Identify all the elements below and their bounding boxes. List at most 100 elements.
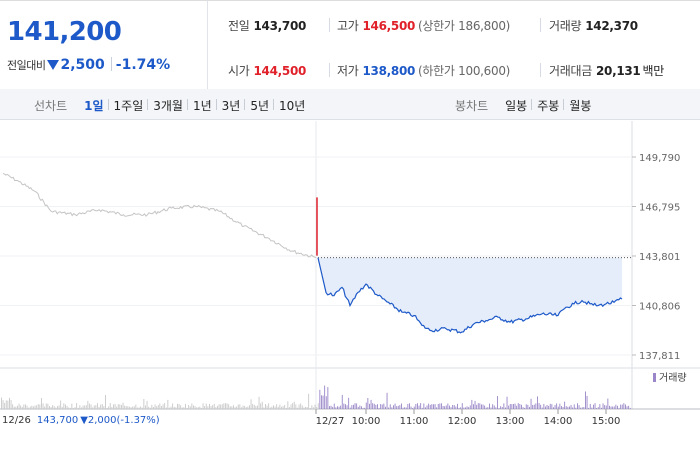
volume-bar: [410, 406, 412, 409]
candle-monthly-tab[interactable]: 월봉: [563, 97, 596, 114]
volume-bar: [39, 404, 41, 409]
volume-bar: [250, 399, 252, 409]
volume-bar: [265, 404, 266, 409]
volume-bar: [562, 407, 564, 409]
y-tick-label: 137,811: [639, 351, 680, 362]
candle-daily-tab[interactable]: 일봉: [505, 99, 528, 113]
volume-bar: [316, 407, 318, 409]
volume-bar: [217, 405, 218, 409]
volume-bar: [489, 403, 490, 409]
change-percent: -1.74%: [115, 57, 171, 73]
volume-bar: [202, 403, 204, 409]
stat-label: 거래량: [549, 19, 582, 33]
change-row: 전일대비 2,500 -1.74%: [7, 54, 170, 73]
volume-bar: [391, 407, 393, 409]
volume-bar: [577, 403, 578, 409]
volume-bar: [153, 407, 154, 409]
volume-bar: [516, 405, 518, 409]
volume-bar: [457, 403, 458, 409]
volume-bar: [287, 401, 289, 409]
volume-bar: [301, 405, 303, 409]
period-10y-tab[interactable]: 10년: [273, 97, 310, 114]
period-1y-tab[interactable]: 1년: [186, 97, 217, 114]
volume-bar: [354, 403, 356, 409]
volume-bar: [378, 407, 380, 409]
volume-bar: [92, 407, 94, 409]
volume-bar: [335, 407, 337, 409]
period-5y-tab[interactable]: 5년: [244, 97, 274, 114]
today-price-line: [317, 257, 623, 334]
volume-bar: [404, 407, 406, 409]
volume-bar: [564, 401, 566, 409]
volume-bar: [460, 407, 462, 409]
stat-label: 거래대금: [549, 64, 592, 78]
volume-bar: [553, 407, 554, 409]
volume-bar: [501, 407, 503, 409]
volume-bar: [257, 405, 258, 409]
volume-bar: [388, 407, 390, 409]
volume-bar: [498, 408, 500, 409]
volume-bar: [625, 404, 626, 409]
volume-bar: [474, 400, 476, 409]
volume-bar: [209, 403, 210, 409]
volume-bar: [274, 406, 276, 409]
volume-bar: [58, 405, 60, 409]
volume-bar: [157, 405, 159, 409]
volume-bar: [50, 407, 52, 409]
volume-bar: [407, 403, 409, 409]
stat-divider: [540, 18, 541, 32]
volume-bar: [68, 407, 70, 409]
prev-day-date: 12/26: [2, 415, 31, 426]
period-1d-tab[interactable]: 1일: [84, 99, 104, 113]
volume-bar: [356, 403, 358, 409]
period-3m-tab[interactable]: 3개월: [147, 97, 188, 114]
volume-bar: [399, 405, 401, 409]
volume-bar: [513, 404, 514, 409]
stat-low: 저가 138,800 (하한가 100,600): [337, 62, 510, 79]
volume-bar: [245, 407, 247, 409]
volume-bar: [290, 404, 292, 409]
volume-bar: [533, 404, 535, 409]
volume-bar: [25, 404, 26, 409]
volume-bar: [375, 404, 377, 409]
volume-bar: [63, 403, 65, 409]
volume-bar: [626, 406, 628, 409]
period-3y-tab[interactable]: 3년: [215, 97, 246, 114]
candle-weekly-tab[interactable]: 주봉: [531, 97, 564, 114]
x-tick-label: 13:00: [496, 416, 525, 427]
volume-bar: [602, 403, 604, 409]
volume-bar: [244, 405, 246, 409]
volume-bar: [551, 404, 553, 409]
candle-chart-label: 봉차트: [455, 99, 489, 113]
y-axis-ticks: 149,790 146,795 143,801 140,806 137,811: [632, 153, 680, 362]
volume-bar: [453, 405, 455, 409]
period-1w-tab[interactable]: 1주일: [107, 97, 149, 114]
stat-label: 전일: [228, 19, 250, 33]
volume-bar: [199, 406, 201, 409]
volume-bar: [129, 406, 130, 409]
volume-bar: [309, 408, 311, 409]
volume-bar: [82, 405, 84, 409]
volume-bar: [559, 403, 561, 409]
volume-bar: [103, 406, 105, 409]
x-tick-label: 12:00: [448, 416, 477, 427]
volume-bar: [535, 403, 537, 409]
volume-bar: [124, 405, 126, 409]
x-tick-label: 12/27: [316, 416, 345, 427]
y-grid: [0, 156, 632, 356]
volume-bar: [578, 405, 580, 409]
volume-bar: [385, 406, 386, 409]
volume-bar: [106, 408, 108, 409]
volume-bar: [428, 403, 430, 409]
volume-bar: [628, 405, 630, 409]
volume-bar: [621, 404, 623, 409]
stat-value: 144,500: [253, 64, 307, 78]
volume-bar: [298, 404, 300, 409]
volume-bar: [29, 406, 31, 409]
volume-bar: [282, 406, 284, 409]
volume-bar: [303, 407, 305, 409]
volume-bar: [593, 404, 594, 409]
volume-bar: [221, 404, 223, 409]
volume-bar: [98, 406, 100, 409]
volume-bar: [284, 404, 286, 409]
